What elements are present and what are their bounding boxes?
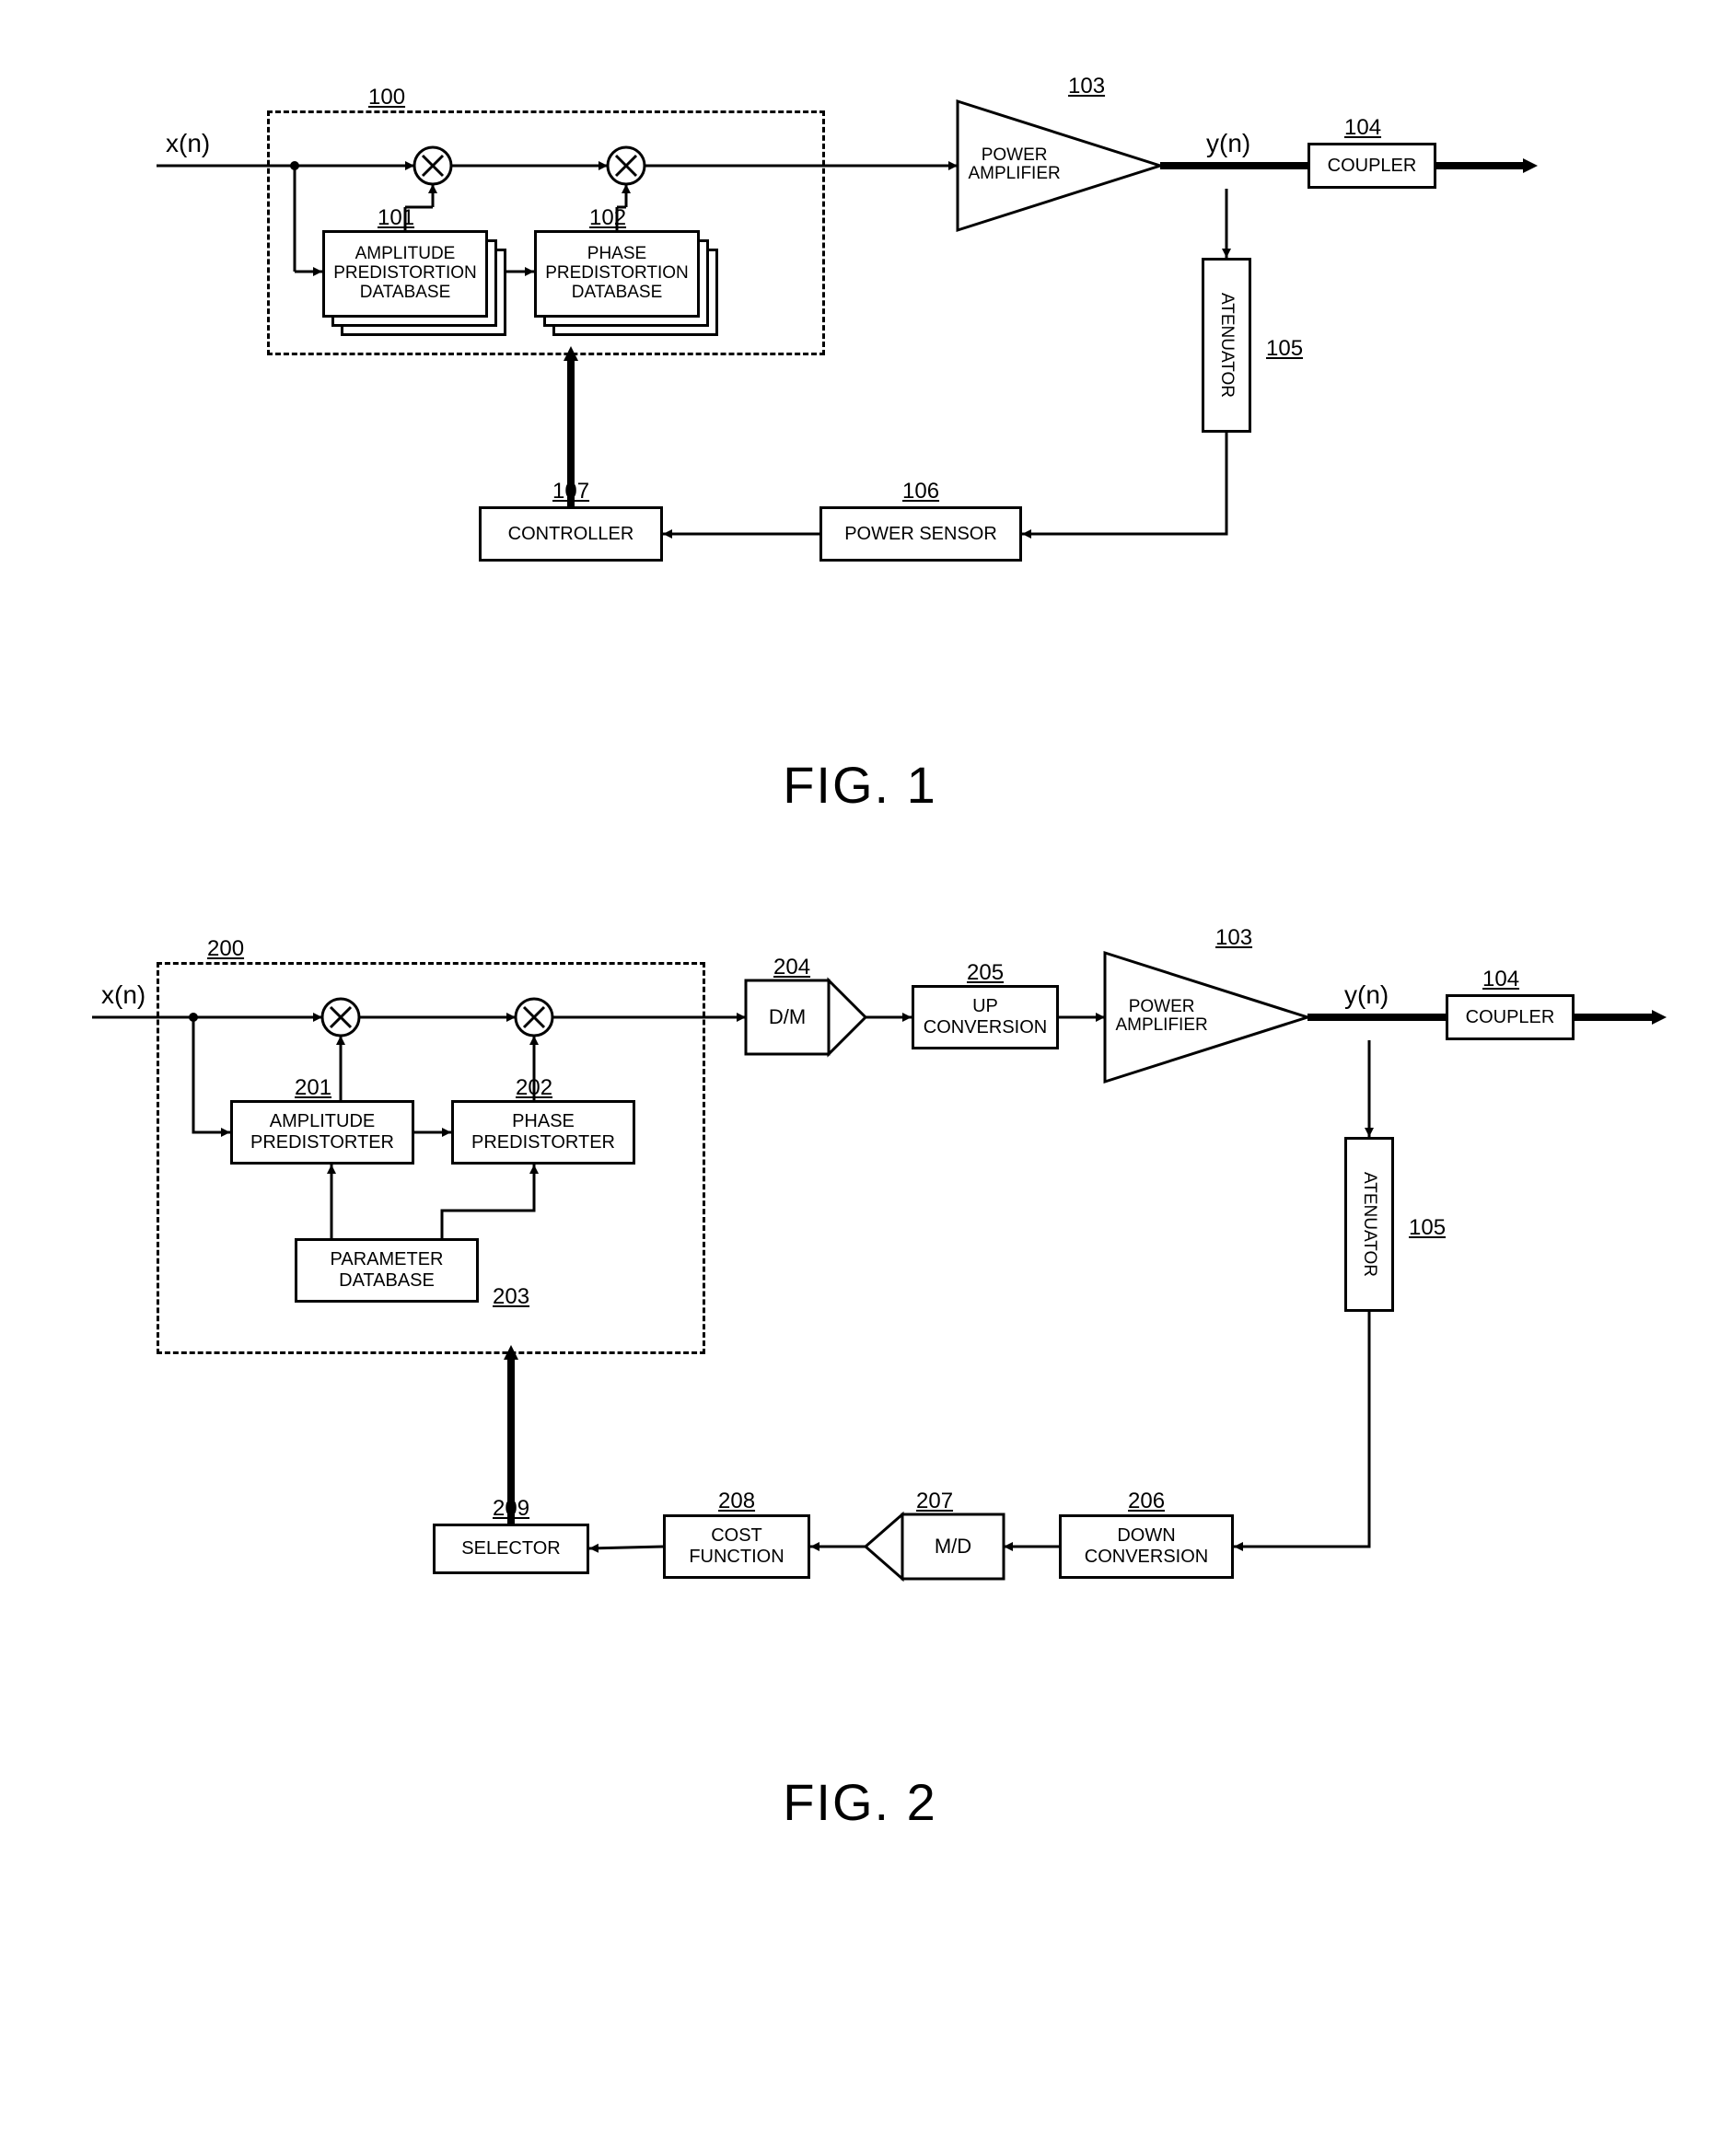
ref-208: 208 bbox=[718, 1489, 755, 1514]
svg-text:POWERAMPLIFIER: POWERAMPLIFIER bbox=[1115, 997, 1207, 1035]
svg-text:M/D: M/D bbox=[935, 1535, 971, 1558]
amplitude-predistorter: AMPLITUDEPREDISTORTER bbox=[230, 1100, 414, 1165]
ref-209: 209 bbox=[493, 1496, 529, 1522]
phase-db: PHASEPREDISTORTIONDATABASE bbox=[534, 230, 700, 318]
coupler-block: COUPLER bbox=[1307, 143, 1436, 189]
figure-1: POWERAMPLIFIER x(n) 100 AMPLITUDEPREDIST… bbox=[37, 37, 1683, 815]
fig2-title: FIG. 2 bbox=[37, 1772, 1683, 1832]
ref-104: 104 bbox=[1344, 115, 1381, 141]
svg-text:D/M: D/M bbox=[769, 1005, 806, 1028]
amplitude-db: AMPLITUDEPREDISTORTIONDATABASE bbox=[322, 230, 488, 318]
phase-predistorter: PHASEPREDISTORTER bbox=[451, 1100, 635, 1165]
figure-2: D/M POWERAMPLIFIER M/D x(n) 200 AMPLITUDEP… bbox=[37, 888, 1683, 1832]
cost-function: COSTFUNCTION bbox=[663, 1514, 810, 1579]
ref-201: 201 bbox=[295, 1075, 331, 1101]
selector: SELECTOR bbox=[433, 1524, 589, 1574]
controller-block: CONTROLLER bbox=[479, 506, 663, 562]
attenuator-block: ATENUATOR bbox=[1202, 258, 1251, 433]
coupler-block-2: COUPLER bbox=[1446, 994, 1575, 1040]
phase-db-stack: PHASEPREDISTORTIONDATABASE bbox=[534, 230, 718, 336]
ref-104b: 104 bbox=[1482, 967, 1519, 992]
output-label-2: y(n) bbox=[1344, 980, 1389, 1010]
up-conversion: UPCONVERSION bbox=[912, 985, 1059, 1049]
ref-103: 103 bbox=[1068, 74, 1105, 99]
fig1-title: FIG. 1 bbox=[37, 755, 1683, 815]
ref-102: 102 bbox=[589, 205, 626, 231]
ref-101: 101 bbox=[378, 205, 414, 231]
ref-206: 206 bbox=[1128, 1489, 1165, 1514]
ref-105b: 105 bbox=[1409, 1215, 1446, 1241]
ref-203: 203 bbox=[493, 1284, 529, 1310]
input-label-2: x(n) bbox=[101, 980, 145, 1010]
output-label: y(n) bbox=[1206, 129, 1250, 158]
down-conversion: DOWNCONVERSION bbox=[1059, 1514, 1234, 1579]
ref-100: 100 bbox=[368, 85, 405, 110]
ref-103b: 103 bbox=[1215, 925, 1252, 951]
attenuator-block-2: ATENUATOR bbox=[1344, 1137, 1394, 1312]
amplitude-db-stack: AMPLITUDEPREDISTORTIONDATABASE bbox=[322, 230, 506, 336]
ref-204: 204 bbox=[773, 955, 810, 980]
ref-106: 106 bbox=[902, 479, 939, 504]
ref-105: 105 bbox=[1266, 336, 1303, 362]
ref-200: 200 bbox=[207, 936, 244, 962]
power-sensor-block: POWER SENSOR bbox=[819, 506, 1022, 562]
ref-207: 207 bbox=[916, 1489, 953, 1514]
svg-text:POWERAMPLIFIER: POWERAMPLIFIER bbox=[968, 145, 1060, 183]
ref-107: 107 bbox=[552, 479, 589, 504]
parameter-database: PARAMETERDATABASE bbox=[295, 1238, 479, 1303]
input-label: x(n) bbox=[166, 129, 210, 158]
ref-202: 202 bbox=[516, 1075, 552, 1101]
ref-205: 205 bbox=[967, 960, 1004, 986]
